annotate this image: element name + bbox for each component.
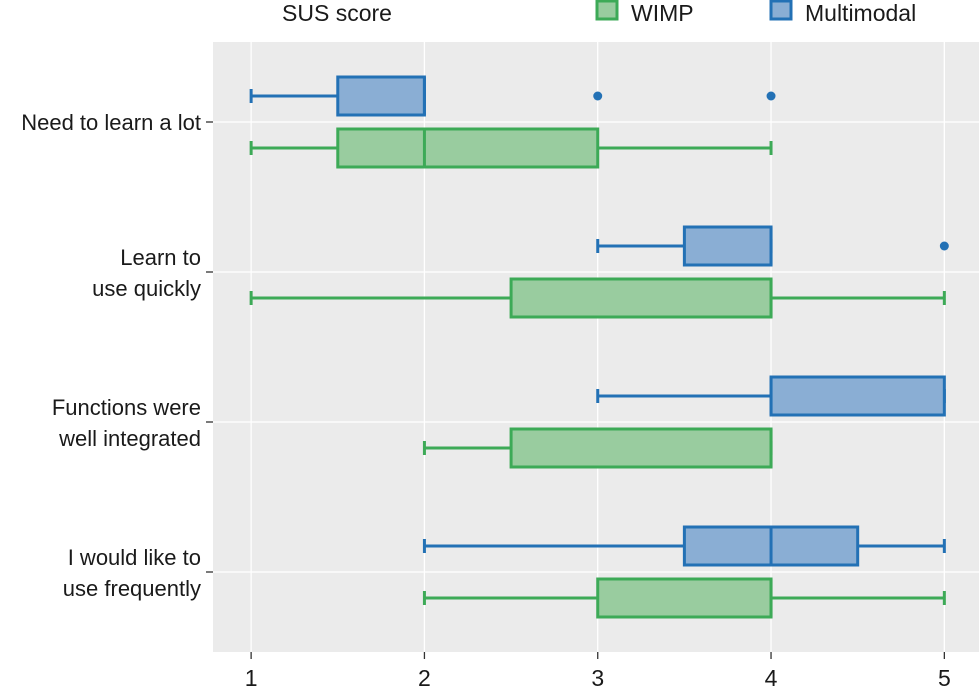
y-tick-label-line: I would like to [68,545,201,570]
y-axis: Need to learn a lot Learn to use quickly Fu… [21,110,213,601]
box-iqr [682,225,773,267]
legend-label-multimodal: Multimodal [805,0,916,26]
y-tick-label-line: well integrated [58,426,201,451]
outlier-point [766,91,776,101]
y-tick-label-line: Functions were [52,395,201,420]
y-tick-label: I would like to use frequently [63,545,201,601]
y-tick-label: Learn to use quickly [92,245,201,301]
x-tick-label: 1 [245,665,258,690]
y-tick-label: Need to learn a lot [21,110,201,135]
y-tick-label-line: use frequently [63,576,201,601]
box-wimp-0 [249,127,773,169]
box-multimodal-3 [422,525,946,567]
x-tick-label: 4 [765,665,778,690]
box-multimodal-0 [249,75,776,117]
box-multimodal-2 [596,375,946,417]
x-tick-label: 3 [591,665,604,690]
box-iqr [769,375,946,417]
box-iqr [336,75,426,117]
box-iqr [509,427,773,469]
legend-key-wimp [595,0,619,21]
box-iqr [509,277,773,319]
chart-title: SUS score [282,0,392,26]
outlier-point [593,91,603,101]
box-iqr [596,577,773,619]
x-tick-label: 2 [418,665,431,690]
box-multimodal-1 [596,225,949,267]
legend: WIMP Multimodal [595,0,916,26]
box-iqr [336,127,600,169]
x-tick-label: 5 [938,665,951,690]
legend-label-wimp: WIMP [631,0,694,26]
box-marks [249,75,949,619]
outlier-point [939,241,949,251]
box-wimp-2 [422,427,773,469]
y-tick-label-line: Need to learn a lot [21,110,201,135]
box-wimp-3 [422,577,946,619]
x-axis: 1 2 3 4 5 [245,652,951,690]
y-tick-label-line: use quickly [92,276,201,301]
box-wimp-1 [249,277,946,319]
legend-key-multimodal [769,0,793,21]
y-tick-label: Functions were well integrated [52,395,201,451]
y-tick-label-line: Learn to [120,245,201,270]
